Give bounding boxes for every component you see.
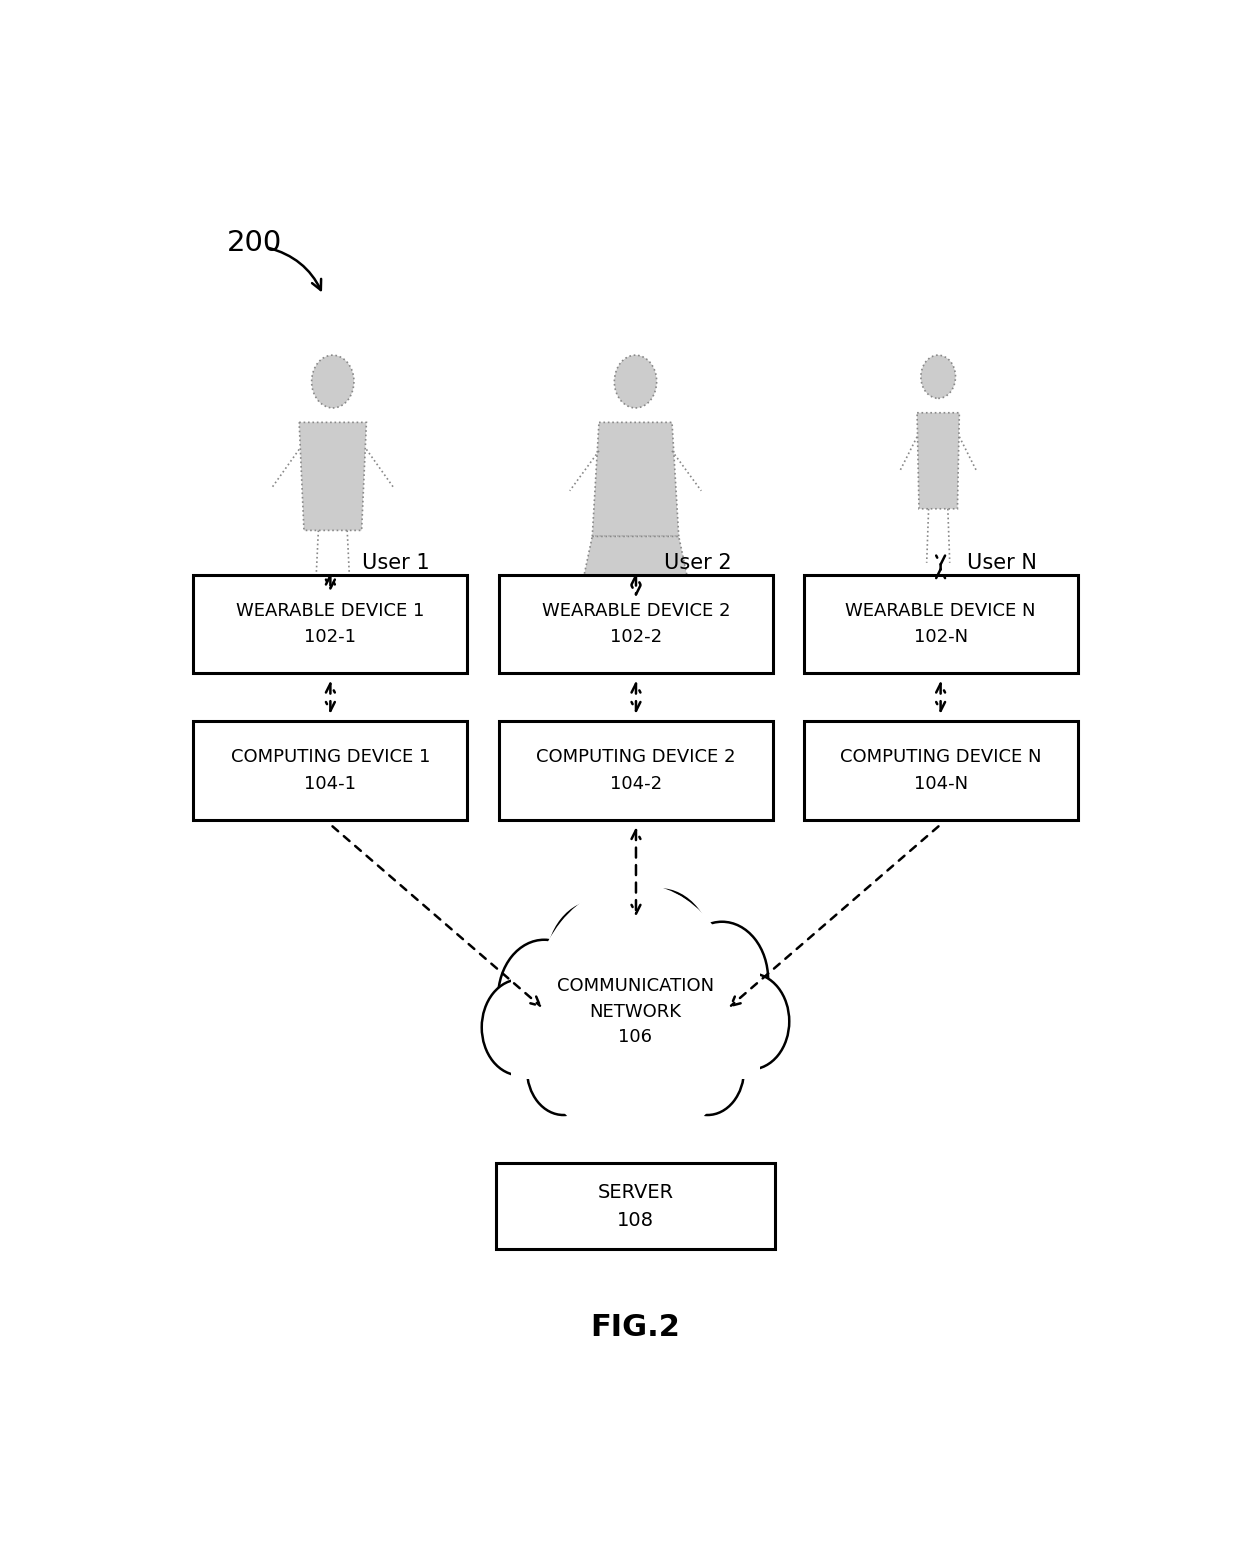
Circle shape [713, 973, 790, 1069]
Circle shape [547, 901, 647, 1026]
Circle shape [498, 940, 590, 1055]
Bar [193, 722, 467, 820]
Text: COMPUTING DEVICE 2
104-2: COMPUTING DEVICE 2 104-2 [536, 748, 735, 792]
Circle shape [614, 355, 657, 408]
Text: WEARABLE DEVICE 1
102-1: WEARABLE DEVICE 1 102-1 [236, 602, 424, 647]
Polygon shape [299, 422, 367, 530]
Bar [193, 575, 467, 673]
FancyBboxPatch shape [496, 998, 775, 1079]
Circle shape [596, 1034, 675, 1129]
Text: SERVER
108: SERVER 108 [598, 1183, 673, 1230]
Bar [496, 1163, 775, 1249]
Text: 200: 200 [227, 229, 283, 257]
Text: COMPUTING DEVICE N
104-N: COMPUTING DEVICE N 104-N [839, 748, 1042, 792]
Polygon shape [918, 413, 960, 508]
Text: User 1: User 1 [362, 553, 429, 574]
FancyArrowPatch shape [268, 248, 321, 290]
Bar [804, 722, 1078, 820]
Circle shape [921, 355, 956, 399]
Text: User N: User N [967, 553, 1037, 574]
Text: WEARABLE DEVICE 2
102-2: WEARABLE DEVICE 2 102-2 [542, 602, 730, 647]
Circle shape [676, 921, 768, 1037]
Circle shape [529, 884, 742, 1147]
Circle shape [482, 979, 559, 1076]
Circle shape [606, 889, 713, 1021]
Polygon shape [593, 422, 678, 536]
Bar [498, 575, 773, 673]
Text: COMMUNICATION
NETWORK
106: COMMUNICATION NETWORK 106 [557, 977, 714, 1046]
Bar [498, 722, 773, 820]
Polygon shape [583, 536, 688, 582]
FancyBboxPatch shape [511, 971, 760, 1079]
Circle shape [311, 355, 353, 408]
Circle shape [527, 1024, 600, 1115]
Text: FIG.2: FIG.2 [590, 1313, 681, 1342]
Text: WEARABLE DEVICE N
102-N: WEARABLE DEVICE N 102-N [846, 602, 1035, 647]
Bar [804, 575, 1078, 673]
Text: COMPUTING DEVICE 1
104-1: COMPUTING DEVICE 1 104-1 [231, 748, 430, 792]
Circle shape [671, 1024, 744, 1115]
Text: User 2: User 2 [665, 553, 732, 574]
